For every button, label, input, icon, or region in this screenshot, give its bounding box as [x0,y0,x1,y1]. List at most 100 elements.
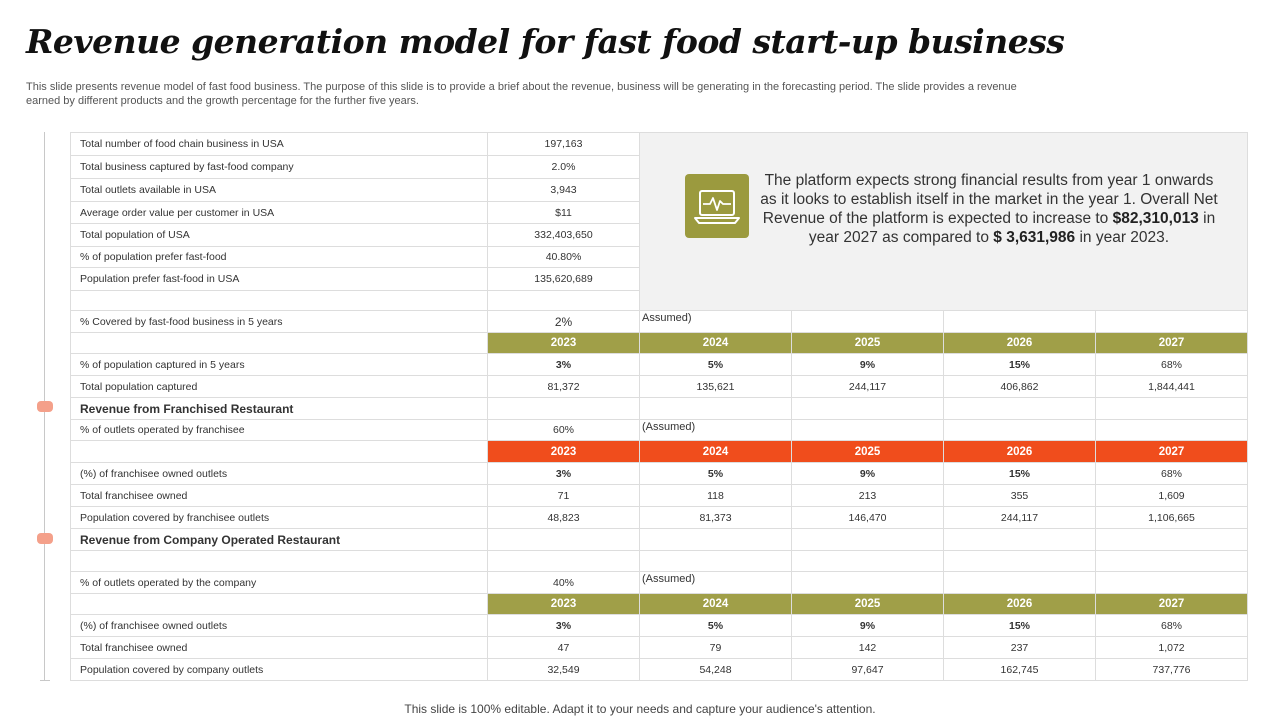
table-row: Average order value per customer in USA … [70,201,1248,224]
table-row: Population prefer fast-food in USA 135,6… [70,267,1248,291]
row-value: $11 [487,201,640,224]
row-value: 3% [487,614,640,637]
row-value: 5% [639,614,792,637]
year-header: 2025 [791,440,944,463]
page-title: Revenue generation model for fast food s… [26,22,1065,61]
row-value: 32,549 [487,658,640,681]
row-value: 737,776 [1095,658,1248,681]
row-value: 15% [943,614,1096,637]
row-value: 118 [639,484,792,507]
row-value: 9% [791,462,944,485]
year-header: 2027 [1095,593,1248,615]
section-row-franchised: Revenue from Franchised Restaurant [70,397,1248,420]
year-header: 2023 [487,332,640,354]
monitor-heartbeat-icon [685,174,749,238]
revenue-table: Total number of food chain business in U… [70,132,1248,681]
row-value: 15% [943,462,1096,485]
year-header: 2023 [487,440,640,463]
row-value: 79 [639,636,792,659]
row-label: % Covered by fast-food business in 5 yea… [70,310,488,333]
year-header: 2024 [639,440,792,463]
row-label: Population covered by franchisee outlets [70,506,488,529]
table-row: (%) of franchisee owned outlets 3% 5% 9%… [70,614,1248,637]
year-header: 2024 [639,593,792,615]
row-label: Average order value per customer in USA [70,201,488,224]
row-value: 244,117 [791,375,944,398]
year-header: 2025 [791,593,944,615]
row-label: (%) of franchisee owned outlets [70,462,488,485]
row-value: 406,862 [943,375,1096,398]
year-header: 2027 [1095,440,1248,463]
section-title: Revenue from Franchised Restaurant [70,397,488,420]
row-label: Population prefer fast-food in USA [70,267,488,291]
row-value: 68% [1095,462,1248,485]
row-value: 54,248 [639,658,792,681]
table-row-empty [70,550,1248,572]
table-row: (%) of franchisee owned outlets 3% 5% 9%… [70,462,1248,485]
row-value: 1,844,441 [1095,375,1248,398]
table-row: % of outlets operated by the company 40%… [70,571,1248,594]
year-header: 2024 [639,332,792,354]
row-value: 1,072 [1095,636,1248,659]
table-row: Total franchisee owned 47 79 142 237 1,0… [70,636,1248,659]
table-row: % of population prefer fast-food 40.80% [70,246,1248,268]
row-label: % of outlets operated by the company [70,571,488,594]
row-value: 135,621 [639,375,792,398]
row-value: 237 [943,636,1096,659]
assumed-note: (Assumed) [639,571,792,594]
row-value: 3,943 [487,178,640,202]
row-value: 81,372 [487,375,640,398]
year-header: 2025 [791,332,944,354]
footer-note: This slide is 100% editable. Adapt it to… [404,702,876,716]
row-value: 60% [487,419,640,441]
row-value: 244,117 [943,506,1096,529]
row-value: 2.0% [487,155,640,179]
row-value: 142 [791,636,944,659]
year-header-row: 2023 2024 2025 2026 2027 [70,332,1248,354]
table-row: Total population of USA 332,403,650 [70,223,1248,247]
row-value: 197,163 [487,132,640,156]
table-row: Total number of food chain business in U… [70,132,1248,311]
page-description: This slide presents revenue model of fas… [26,81,1017,107]
info-panel: The platform expects strong financial re… [639,132,1248,311]
row-label: % of population captured in 5 years [70,353,488,376]
row-label: (%) of franchisee owned outlets [70,614,488,637]
row-label: Total business captured by fast-food com… [70,155,488,179]
row-value: 162,745 [943,658,1096,681]
row-value: 135,620,689 [487,267,640,291]
row-label: % of population prefer fast-food [70,246,488,268]
info-text: The platform expects strong financial re… [760,172,1218,246]
year-header: 2023 [487,593,640,615]
year-header: 2027 [1095,332,1248,354]
section-row-company: Revenue from Company Operated Restaurant [70,528,1248,551]
row-value: 213 [791,484,944,507]
assumed-note: (Assumed) [639,419,792,441]
row-value: 5% [639,353,792,376]
year-header-row: 2023 2024 2025 2026 2027 [70,440,1248,463]
row-value: 9% [791,353,944,376]
year-header: 2026 [943,593,1096,615]
row-value: 40% [487,571,640,594]
section-title: Revenue from Company Operated Restaurant [70,528,488,551]
row-label: % of outlets operated by franchisee [70,419,488,441]
row-value: 47 [487,636,640,659]
table-row: Population covered by company outlets 32… [70,658,1248,681]
table-row: % Covered by fast-food business in 5 yea… [70,310,1248,333]
row-label: Total franchisee owned [70,484,488,507]
row-value: 355 [943,484,1096,507]
row-value: 3% [487,353,640,376]
assumed-note: Assumed) [639,310,792,333]
year-header: 2026 [943,440,1096,463]
row-value: 146,470 [791,506,944,529]
row-label: Total franchisee owned [70,636,488,659]
row-value: 1,609 [1095,484,1248,507]
table-row: Total business captured by fast-food com… [70,155,1248,179]
table-row: % of population captured in 5 years 3% 5… [70,353,1248,376]
row-label: Total population captured [70,375,488,398]
row-value: 71 [487,484,640,507]
row-value: 81,373 [639,506,792,529]
timeline-end [40,680,50,681]
row-value: 68% [1095,353,1248,376]
row-value: 332,403,650 [487,223,640,247]
table-row: Total population captured 81,372 135,621… [70,375,1248,398]
